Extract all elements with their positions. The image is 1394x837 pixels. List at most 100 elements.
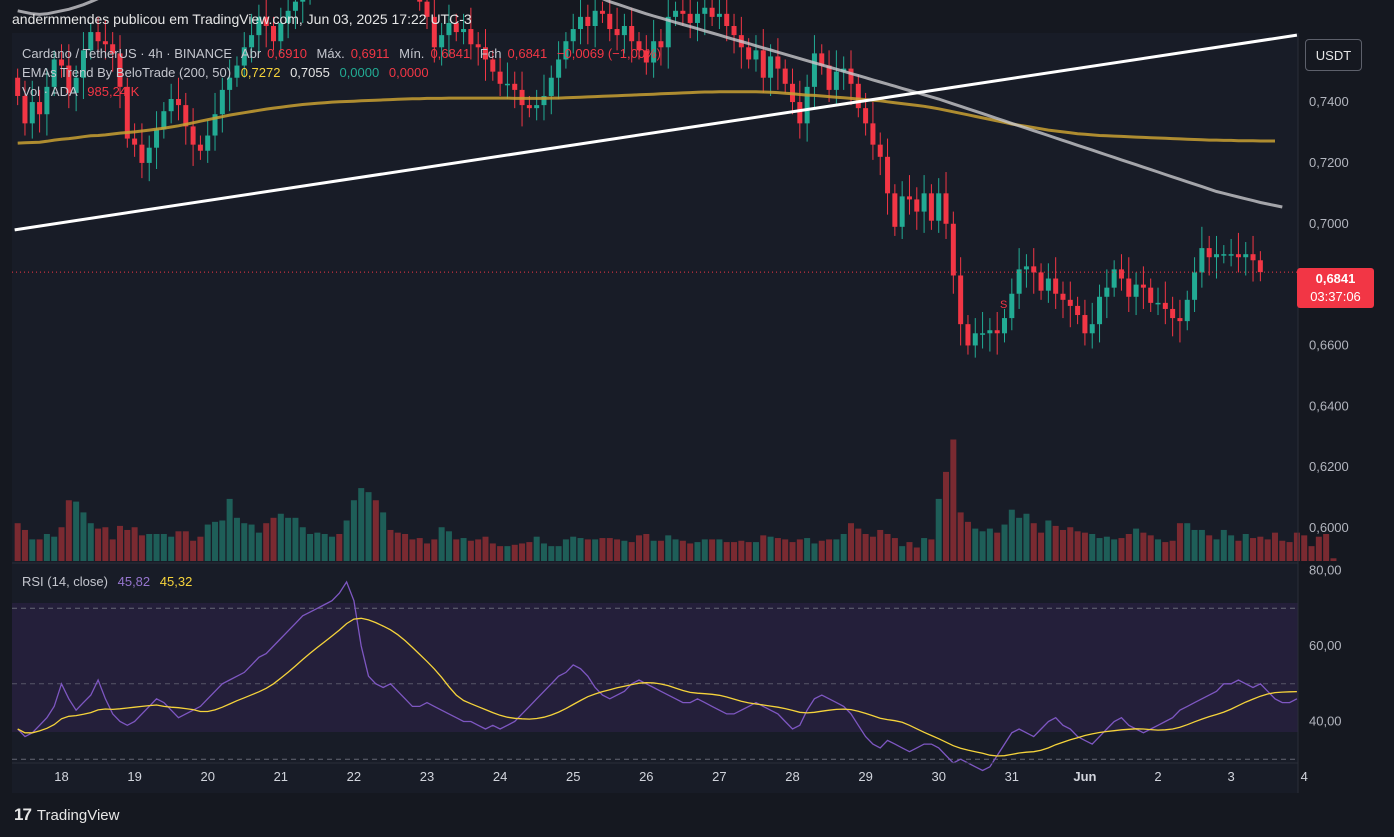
candle-body bbox=[1104, 287, 1110, 297]
candle-body bbox=[578, 16, 584, 30]
candle-body bbox=[651, 41, 657, 63]
time-axis-tick: 23 bbox=[420, 769, 434, 784]
volume-bar bbox=[562, 539, 569, 561]
candle-body bbox=[614, 29, 620, 36]
volume-bar bbox=[752, 542, 759, 561]
candle-body bbox=[1133, 284, 1139, 297]
volume-bar bbox=[497, 546, 504, 561]
volume-bar bbox=[1074, 531, 1081, 561]
volume-bar bbox=[328, 536, 335, 561]
candle-body bbox=[914, 199, 920, 212]
price-axis-tick: 0,6600 bbox=[1309, 337, 1349, 352]
rsi-ma-value: 45,32 bbox=[159, 574, 193, 589]
volume-bar bbox=[1133, 528, 1140, 561]
candle-body bbox=[15, 77, 21, 96]
price-axis-tick: 0,7200 bbox=[1309, 155, 1349, 170]
ema-value-4: 0,0000 bbox=[388, 65, 429, 80]
candle-body bbox=[885, 156, 891, 194]
volume-bar bbox=[153, 534, 160, 561]
volume-bar bbox=[570, 536, 577, 561]
volume-bar bbox=[402, 534, 409, 561]
volume-bar bbox=[1052, 525, 1059, 561]
candle-body bbox=[899, 196, 905, 227]
volume-bar bbox=[307, 534, 314, 561]
volume-bar bbox=[80, 512, 87, 561]
volume-bar bbox=[1103, 536, 1110, 561]
volume-bar bbox=[1250, 538, 1257, 561]
volume-bar bbox=[95, 528, 102, 561]
volume-bar bbox=[606, 538, 613, 561]
price-axis-tick: 0,6200 bbox=[1309, 459, 1349, 474]
candle-body bbox=[855, 83, 861, 109]
rsi-axis-tick: 40,00 bbox=[1309, 713, 1342, 728]
volume-bar bbox=[1155, 539, 1162, 561]
candle-body bbox=[219, 89, 225, 115]
symbol-title[interactable]: Cardano / TetherUS · 4h · BINANCE bbox=[22, 46, 233, 61]
indicator-lines bbox=[12, 0, 1298, 273]
volume-bar bbox=[1030, 523, 1037, 561]
candle-body bbox=[59, 59, 65, 66]
volume-bar bbox=[628, 542, 635, 561]
ema200-value: 0,7272 bbox=[240, 65, 281, 80]
volume-bar bbox=[657, 540, 664, 561]
candle-body bbox=[1228, 254, 1234, 256]
candle-body bbox=[271, 26, 277, 42]
price-axis-tick: 0,6000 bbox=[1309, 520, 1349, 535]
candle-body bbox=[943, 193, 949, 224]
volume-bar bbox=[716, 539, 723, 561]
candle-body bbox=[234, 65, 240, 78]
volume-bar bbox=[168, 536, 175, 561]
candle-body bbox=[504, 83, 510, 86]
candle-body bbox=[1148, 287, 1154, 303]
volume-bar bbox=[1125, 534, 1132, 561]
volume-bar bbox=[818, 540, 825, 561]
publisher-line: andermmendes publicou em TradingView.com… bbox=[12, 11, 472, 27]
volume-bar bbox=[197, 536, 204, 561]
volume-indicator-name[interactable]: Vol · ADA bbox=[22, 84, 78, 99]
candle-body bbox=[1177, 318, 1183, 322]
footer-brand[interactable]: 17 TradingView bbox=[14, 805, 119, 825]
volume-bar bbox=[263, 523, 270, 561]
volume-bar bbox=[43, 534, 50, 561]
rsi-indicator-name[interactable]: RSI (14, close) bbox=[22, 574, 108, 589]
volume-bar bbox=[1140, 532, 1147, 561]
candle-body bbox=[870, 123, 876, 145]
volume-bar bbox=[1111, 539, 1118, 561]
rsi-ma-line bbox=[17, 617, 1297, 757]
volume-bar bbox=[1242, 534, 1249, 561]
volume-bar bbox=[1257, 536, 1264, 561]
candle-body bbox=[1243, 254, 1249, 258]
volume-bar bbox=[1213, 539, 1220, 561]
change-value: −0,0069 (−1,00%) bbox=[556, 46, 661, 61]
candle-body bbox=[1075, 305, 1081, 316]
volume-bar bbox=[1286, 542, 1293, 561]
candle-body bbox=[1257, 260, 1263, 273]
candle-body bbox=[263, 16, 269, 27]
candle-body bbox=[694, 13, 700, 23]
rsi-line bbox=[17, 580, 1298, 772]
volume-bar bbox=[314, 532, 321, 561]
candle-body bbox=[556, 59, 562, 78]
volume-bar bbox=[14, 523, 21, 561]
candle-body bbox=[154, 129, 160, 148]
candle-body bbox=[256, 16, 262, 36]
candle-body bbox=[768, 56, 774, 78]
volume-bar bbox=[577, 538, 584, 561]
volume-bar bbox=[467, 540, 474, 561]
candle-body bbox=[292, 1, 298, 11]
candle-body bbox=[1126, 278, 1132, 297]
candle-body bbox=[110, 44, 116, 54]
volume-value: 985,24 K bbox=[87, 84, 140, 99]
candle-body bbox=[877, 144, 883, 157]
rsi-value: 45,82 bbox=[117, 574, 151, 589]
candle-body bbox=[906, 196, 912, 200]
currency-unit-button[interactable]: USDT bbox=[1305, 39, 1362, 71]
candle-body bbox=[139, 144, 145, 163]
ema-indicator-name[interactable]: EMAs Trend By BeloTrade (200, 50) bbox=[22, 65, 232, 80]
volume-bar bbox=[380, 512, 387, 561]
candle-body bbox=[680, 10, 686, 14]
time-axis-tick: 21 bbox=[274, 769, 288, 784]
candle-body bbox=[980, 333, 986, 335]
volume-bar bbox=[21, 529, 28, 561]
